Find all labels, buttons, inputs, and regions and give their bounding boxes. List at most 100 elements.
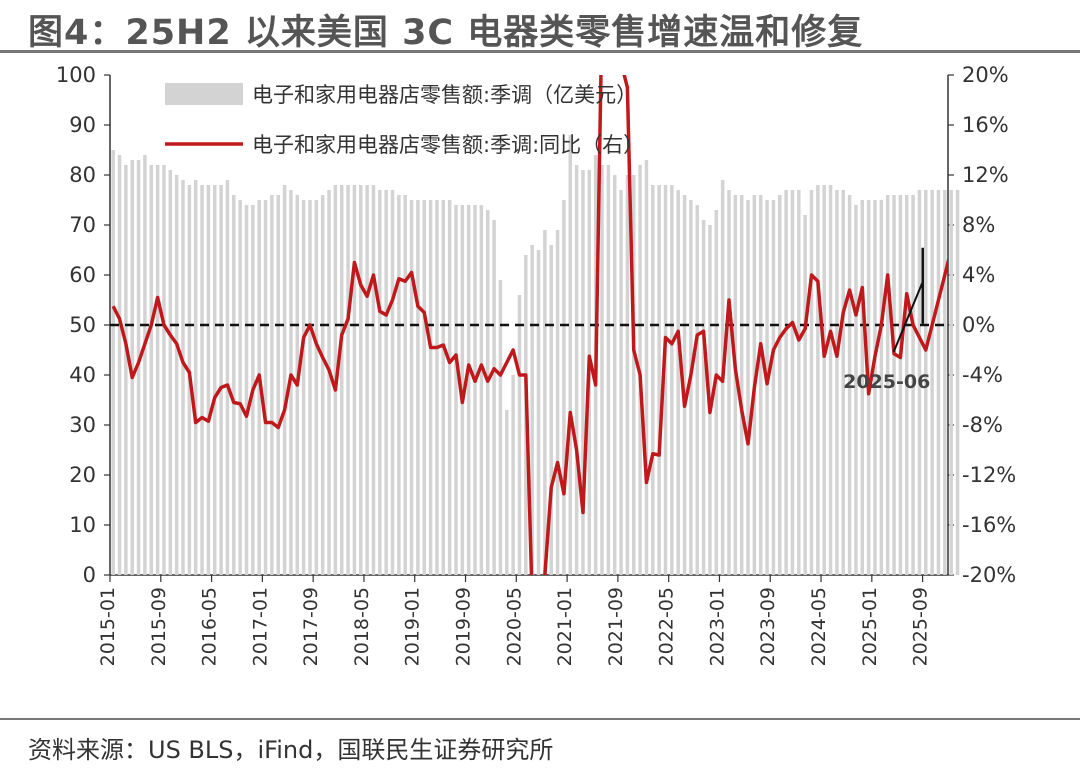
bar [904, 195, 909, 575]
bar [549, 245, 553, 575]
right-tick-label: -16% [962, 513, 1016, 537]
bar [581, 170, 585, 575]
bar [308, 200, 312, 575]
right-tick-label: 16% [962, 113, 1009, 137]
bar [447, 200, 452, 575]
bar [371, 185, 376, 575]
bar [555, 230, 560, 575]
retail-chart: 0 10 20 30 40 50 60 70 80 90 100 -20% -16% -12% -8% -4%… [56, 63, 1016, 666]
right-tick-label: 12% [962, 163, 1009, 187]
bar [568, 135, 573, 575]
bar [771, 200, 776, 575]
bar [682, 195, 687, 575]
bar [600, 165, 604, 575]
bar [479, 205, 484, 575]
right-tick-label: 8% [962, 213, 995, 237]
page-title: 图4：25H2 以来美国 3C 电器类零售增速温和修复 [28, 13, 864, 53]
bar [936, 190, 941, 575]
bar [930, 190, 934, 575]
bar [409, 200, 414, 575]
x-tick-label: 2016-05 [199, 587, 221, 666]
bar [530, 245, 534, 575]
bar [651, 185, 655, 575]
bar [390, 190, 395, 575]
title-divider [0, 50, 1080, 53]
bar [270, 195, 274, 575]
legend-bar-swatch [165, 83, 243, 105]
bar [714, 210, 719, 575]
bar [232, 195, 236, 575]
bar [124, 165, 128, 575]
right-tick-label: -8% [962, 413, 1003, 437]
bar [790, 190, 795, 575]
annotation-layer: 2025-06 [843, 247, 930, 393]
bar [822, 185, 826, 575]
footer-divider [0, 718, 1080, 720]
left-tick-label: 60 [69, 263, 96, 287]
x-tick-label: 2021-09 [605, 587, 627, 666]
bar [378, 190, 382, 575]
left-tick-label: 40 [69, 363, 96, 387]
bar [676, 190, 680, 575]
bar [873, 200, 877, 575]
bar [511, 375, 515, 575]
line-series-layer [111, 75, 948, 575]
x-tick-label: 2022-05 [656, 587, 678, 666]
x-tick-label: 2017-09 [300, 587, 322, 666]
bar [816, 185, 820, 575]
bar [320, 195, 325, 575]
bar [949, 190, 953, 575]
bar [435, 200, 439, 575]
bar [397, 195, 401, 575]
bar [562, 200, 566, 575]
bar [422, 200, 426, 575]
bar [739, 195, 744, 575]
left-tick-label: 10 [69, 513, 96, 537]
right-tick-label: -20% [962, 563, 1016, 587]
bar [155, 165, 160, 575]
bar [136, 160, 141, 575]
bar [485, 210, 490, 575]
yoy-line [111, 75, 948, 575]
bar [828, 185, 833, 575]
bar [301, 200, 306, 575]
bar [181, 180, 185, 575]
right-tick-label: -4% [962, 363, 1003, 387]
bar [200, 185, 204, 575]
bar [168, 170, 173, 575]
bar [898, 195, 903, 575]
bar [644, 160, 649, 575]
annotation-pointer [892, 281, 924, 353]
bar [943, 190, 947, 575]
bar [466, 205, 471, 575]
bar [619, 190, 623, 575]
bar [657, 185, 661, 575]
bar [854, 205, 858, 575]
bar [473, 205, 477, 575]
x-tick-label: 2025-01 [859, 587, 881, 666]
bar [130, 160, 134, 575]
legend-line-label: 电子和家用电器店零售额:季调:同比（右） [252, 133, 644, 157]
x-tick-label: 2015-09 [148, 587, 170, 666]
left-tick-label: 100 [56, 63, 96, 87]
bar [193, 180, 198, 575]
bar [498, 280, 503, 575]
bar [117, 155, 122, 575]
x-tick-label: 2019-09 [453, 587, 475, 666]
bar [314, 200, 319, 575]
bar [746, 200, 750, 575]
bar [143, 155, 147, 575]
bar [574, 165, 579, 575]
bar [847, 195, 852, 575]
bar [339, 185, 344, 575]
x-tick-label: 2020-05 [503, 587, 525, 666]
bar [701, 220, 706, 575]
bar [263, 200, 268, 575]
bar [206, 185, 211, 575]
x-tick-label: 2023-01 [706, 587, 728, 666]
bar [282, 185, 287, 575]
bar [174, 175, 179, 575]
bar [689, 200, 693, 575]
source-note: 资料来源：US BLS，iFind，国联民生证券研究所 [28, 736, 554, 764]
x-tick-label: 2019-01 [402, 587, 424, 666]
